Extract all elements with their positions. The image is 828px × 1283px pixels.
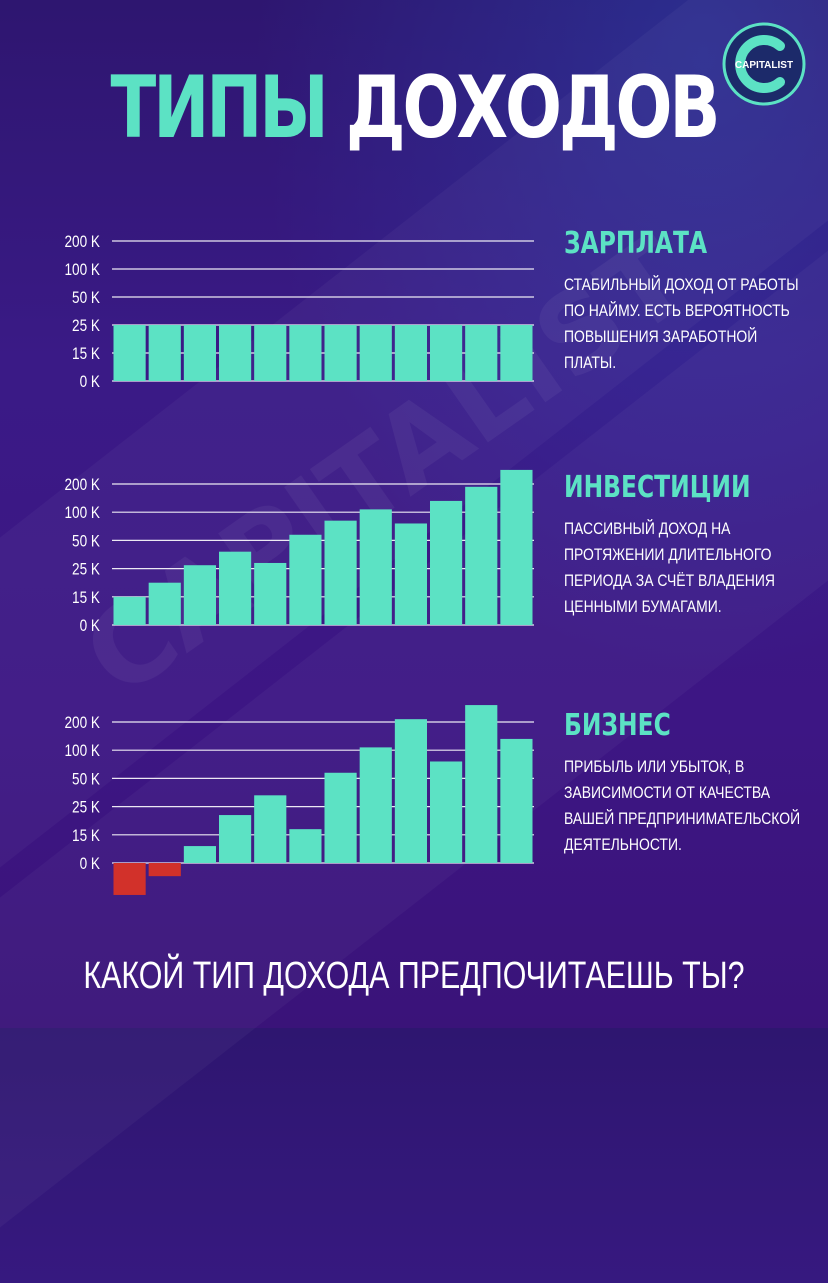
title-part-2: ДОХОДОВ <box>345 58 721 158</box>
bar <box>430 325 463 381</box>
bar <box>359 325 392 381</box>
bar <box>219 325 252 381</box>
y-tick-label: 0 K <box>80 373 101 392</box>
y-tick-label: 25 K <box>72 560 101 579</box>
y-tick-label: 100 K <box>64 742 100 761</box>
chart-2: 0 K 15 K 25 K 50 K 100 K 200 K <box>64 705 534 895</box>
bar <box>394 523 427 625</box>
bar <box>324 325 357 381</box>
bar <box>113 863 146 895</box>
bar <box>183 325 216 381</box>
bar <box>465 705 498 863</box>
bar <box>148 325 181 381</box>
bar <box>219 815 252 863</box>
section-title-salary: ЗАРПЛАТА <box>564 226 708 261</box>
bar <box>113 596 146 625</box>
bar <box>148 582 181 625</box>
y-tick-label: 50 K <box>72 532 101 551</box>
bar <box>359 509 392 625</box>
bar <box>113 325 146 381</box>
y-tick-label: 50 K <box>72 770 101 789</box>
page-title: ТИПЫ ДОХОДОВ <box>91 58 737 158</box>
section-desc-investments: ПАССИВНЫЙ ДОХОД НА ПРОТЯЖЕНИИ ДЛИТЕЛЬНОГ… <box>564 519 775 616</box>
bar <box>148 863 181 877</box>
bar <box>394 719 427 863</box>
bar <box>254 325 287 381</box>
y-tick-label: 25 K <box>72 798 101 817</box>
bar <box>324 520 357 625</box>
bar <box>500 469 533 625</box>
bar <box>430 761 463 863</box>
y-tick-label: 200 K <box>64 476 100 495</box>
bar <box>359 747 392 863</box>
logo-text: CAPITALIST <box>735 60 793 71</box>
section-title-investments: ИНВЕСТИЦИИ <box>564 470 751 505</box>
y-tick-label: 200 K <box>64 233 100 252</box>
y-tick-label: 100 K <box>64 504 100 523</box>
bar <box>500 738 533 863</box>
section-desc-salary: СТАБИЛЬНЫЙ ДОХОД ОТ РАБОТЫ ПО НАЙМУ. ЕСТ… <box>564 275 799 372</box>
bar <box>394 325 427 381</box>
section-desc-business: ПРИБЫЛЬ ИЛИ УБЫТОК, В ЗАВИСИМОСТИ ОТ КАЧ… <box>564 757 801 854</box>
bar <box>465 325 498 381</box>
y-tick-label: 15 K <box>72 345 101 364</box>
bar <box>465 486 498 625</box>
chart-0: 0 K 15 K 25 K 50 K 100 K 200 K <box>64 233 534 392</box>
y-tick-label: 200 K <box>64 714 100 733</box>
section-title-business: БИЗНЕС <box>564 708 671 743</box>
bar <box>289 829 322 863</box>
title-part-1: ТИПЫ <box>110 58 329 158</box>
bar <box>254 795 287 863</box>
y-tick-label: 100 K <box>64 261 100 280</box>
y-tick-label: 15 K <box>72 826 101 845</box>
bar <box>183 565 216 625</box>
y-tick-label: 0 K <box>80 617 101 636</box>
bar <box>324 772 357 863</box>
bar <box>183 846 216 863</box>
footer-question: КАКОЙ ТИП ДОХОДА ПРЕДПОЧИТАЕШЬ ТЫ? <box>83 955 745 997</box>
bar <box>500 325 533 381</box>
bar <box>289 325 322 381</box>
bar <box>289 534 322 625</box>
chart-1: 0 K 15 K 25 K 50 K 100 K 200 K <box>64 469 534 636</box>
y-tick-label: 25 K <box>72 317 101 336</box>
y-tick-label: 15 K <box>72 588 101 607</box>
bar <box>430 500 463 625</box>
bar <box>219 551 252 625</box>
y-tick-label: 50 K <box>72 289 101 308</box>
bar <box>254 562 287 625</box>
capitalist-logo: CAPITALIST <box>722 22 806 106</box>
y-tick-label: 0 K <box>80 855 101 874</box>
